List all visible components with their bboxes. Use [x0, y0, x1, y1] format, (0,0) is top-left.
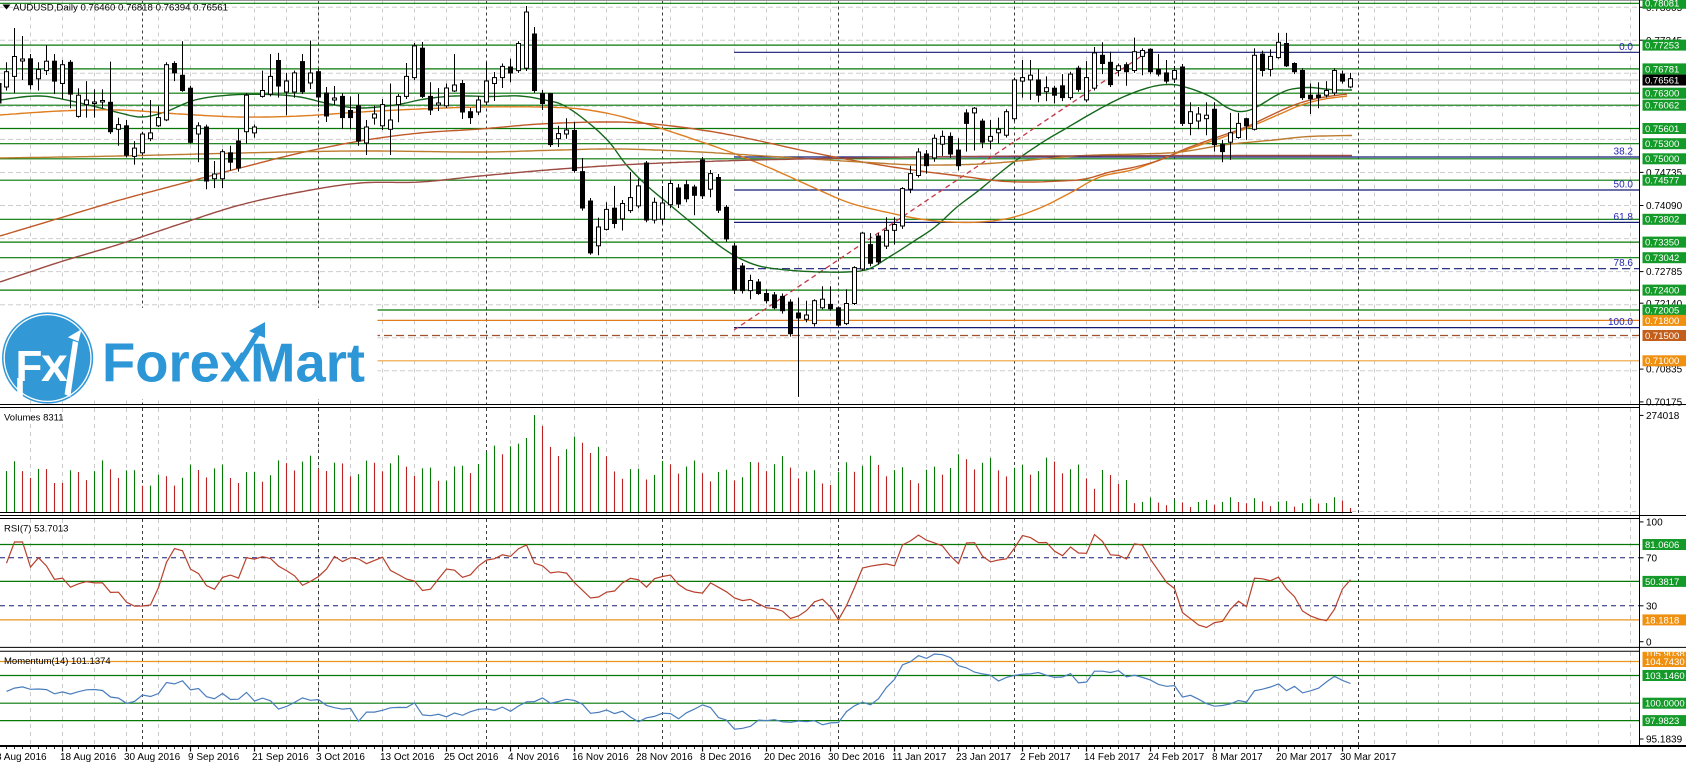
svg-text:11 Jan 2017: 11 Jan 2017 — [892, 752, 947, 763]
svg-text:Volumes 8311: Volumes 8311 — [4, 413, 64, 424]
svg-text:18.1818: 18.1818 — [1645, 615, 1679, 626]
svg-text:0.72400: 0.72400 — [1645, 286, 1679, 297]
svg-text:3 Oct 2016: 3 Oct 2016 — [316, 752, 365, 763]
svg-text:30 Mar 2017: 30 Mar 2017 — [1340, 752, 1397, 763]
svg-text:95.1839: 95.1839 — [1646, 735, 1683, 746]
svg-text:0.73350: 0.73350 — [1645, 238, 1679, 249]
svg-text:0.0: 0.0 — [1619, 42, 1633, 53]
svg-text:0.72005: 0.72005 — [1645, 305, 1679, 316]
svg-text:0.71800: 0.71800 — [1645, 316, 1679, 327]
svg-text:50.3817: 50.3817 — [1645, 577, 1679, 588]
svg-text:0.76300: 0.76300 — [1645, 89, 1679, 100]
svg-text:100.0000: 100.0000 — [1645, 699, 1685, 710]
svg-text:30 Dec 2016: 30 Dec 2016 — [828, 752, 885, 763]
svg-text:9 Sep 2016: 9 Sep 2016 — [188, 752, 240, 763]
svg-text:0: 0 — [1646, 637, 1652, 648]
svg-text:20 Mar 2017: 20 Mar 2017 — [1276, 752, 1333, 763]
svg-text:Momentum(14) 101.1374: Momentum(14) 101.1374 — [4, 656, 111, 667]
svg-text:14 Feb 2017: 14 Feb 2017 — [1084, 752, 1141, 763]
svg-text:18 Aug 2016: 18 Aug 2016 — [60, 752, 117, 763]
svg-text:AUDUSD,Daily 0.76460 0.76818: AUDUSD,Daily 0.76460 0.76818 0.76394 0.7… — [13, 3, 228, 14]
svg-text:25 Oct 2016: 25 Oct 2016 — [444, 752, 499, 763]
svg-text:30: 30 — [1646, 601, 1658, 612]
svg-text:0.72785: 0.72785 — [1646, 267, 1683, 278]
svg-text:30 Aug 2016: 30 Aug 2016 — [124, 752, 181, 763]
svg-text:0.74577: 0.74577 — [1645, 176, 1679, 187]
svg-text:4 Nov 2016: 4 Nov 2016 — [508, 752, 560, 763]
svg-text:0.78081: 0.78081 — [1645, 0, 1679, 10]
svg-text:8 Aug 2016: 8 Aug 2016 — [0, 752, 47, 763]
svg-text:0.76062: 0.76062 — [1645, 101, 1679, 112]
svg-text:23 Jan 2017: 23 Jan 2017 — [956, 752, 1011, 763]
svg-text:RSI(7) 53.7013: RSI(7) 53.7013 — [4, 524, 68, 535]
svg-text:28 Nov 2016: 28 Nov 2016 — [636, 752, 693, 763]
svg-text:0.71000: 0.71000 — [1645, 356, 1679, 367]
svg-text:0.74090: 0.74090 — [1646, 201, 1683, 212]
svg-text:8 Dec 2016: 8 Dec 2016 — [700, 752, 752, 763]
svg-text:0.75601: 0.75601 — [1645, 124, 1679, 135]
svg-text:100.0: 100.0 — [1608, 317, 1633, 328]
svg-text:97.9823: 97.9823 — [1645, 716, 1679, 727]
svg-text:ForexMart: ForexMart — [102, 332, 365, 394]
svg-text:21 Sep 2016: 21 Sep 2016 — [252, 752, 309, 763]
svg-text:104.7430: 104.7430 — [1645, 657, 1685, 668]
svg-text:8 Mar 2017: 8 Mar 2017 — [1212, 752, 1263, 763]
svg-text:0.73802: 0.73802 — [1645, 215, 1679, 226]
svg-text:0.73042: 0.73042 — [1645, 253, 1679, 264]
svg-text:103.1460: 103.1460 — [1645, 671, 1685, 682]
svg-text:0.76781: 0.76781 — [1645, 64, 1679, 75]
svg-text:16 Nov 2016: 16 Nov 2016 — [572, 752, 629, 763]
svg-text:0.77253: 0.77253 — [1645, 41, 1679, 52]
svg-text:0.75000: 0.75000 — [1645, 154, 1679, 165]
svg-text:50.0: 50.0 — [1614, 180, 1634, 191]
svg-text:274018: 274018 — [1646, 411, 1680, 422]
svg-text:2 Feb 2017: 2 Feb 2017 — [1020, 752, 1071, 763]
svg-text:70: 70 — [1646, 553, 1658, 564]
svg-text:0.76561: 0.76561 — [1645, 75, 1679, 86]
svg-text:20 Dec 2016: 20 Dec 2016 — [764, 752, 821, 763]
svg-text:100: 100 — [1646, 518, 1663, 529]
svg-text:61.8: 61.8 — [1614, 212, 1634, 223]
svg-text:24 Feb 2017: 24 Feb 2017 — [1148, 752, 1205, 763]
svg-text:13 Oct 2016: 13 Oct 2016 — [380, 752, 435, 763]
svg-text:0.70175: 0.70175 — [1646, 398, 1683, 409]
svg-text:x: x — [41, 339, 68, 392]
svg-text:0.71500: 0.71500 — [1645, 331, 1679, 342]
svg-text:81.0606: 81.0606 — [1645, 540, 1679, 551]
svg-text:38.2: 38.2 — [1614, 147, 1634, 158]
svg-text:0.75300: 0.75300 — [1645, 139, 1679, 150]
svg-text:78.6: 78.6 — [1614, 258, 1634, 269]
